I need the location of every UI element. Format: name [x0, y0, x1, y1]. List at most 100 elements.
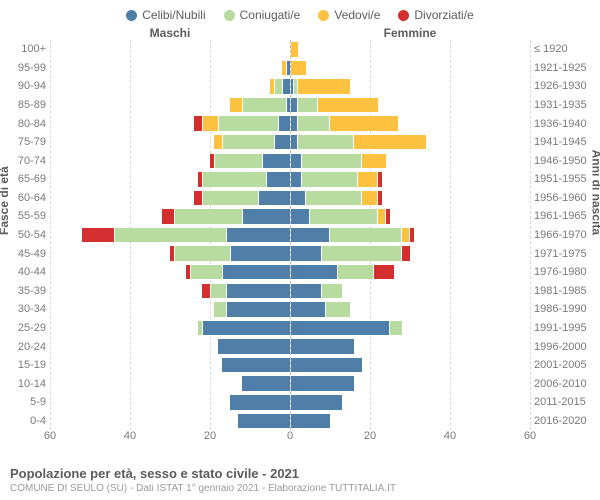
birth-label: 1936-1940	[530, 114, 600, 133]
bar-row	[50, 319, 530, 338]
male-bar	[50, 116, 290, 130]
male-bar	[50, 246, 290, 260]
male-bar	[50, 321, 290, 335]
bar-segment	[291, 172, 303, 186]
bar-segment	[298, 116, 330, 130]
chart-title: Popolazione per età, sesso e stato civil…	[10, 466, 396, 481]
bar-segment	[330, 228, 402, 242]
bar-segment	[402, 228, 410, 242]
bar-segment	[291, 358, 363, 372]
bar-segment	[310, 209, 378, 223]
birth-label: 1991-1995	[530, 319, 600, 338]
bar-row	[50, 412, 530, 431]
legend-item: Vedovi/e	[318, 8, 380, 22]
legend: Celibi/NubiliConiugati/eVedovi/eDivorzia…	[0, 0, 600, 26]
male-bar	[50, 339, 290, 353]
bar-segment	[230, 395, 290, 409]
bar-segment	[174, 246, 230, 260]
bar-segment	[291, 376, 355, 390]
bar-segment	[302, 172, 358, 186]
bar-row	[50, 133, 530, 152]
legend-swatch	[224, 10, 235, 21]
male-bar	[50, 209, 290, 223]
bar-segment	[362, 154, 386, 168]
male-bar	[50, 228, 290, 242]
bar-segment	[291, 42, 299, 56]
male-bar	[50, 154, 290, 168]
chart-footer: Popolazione per età, sesso e stato civil…	[10, 466, 396, 494]
bar-segment	[286, 61, 290, 75]
x-tick-label: 60	[44, 430, 56, 442]
column-headers: Maschi Femmine	[0, 26, 600, 40]
bar-segment	[286, 98, 290, 112]
age-label: 10-14	[0, 374, 50, 393]
bar-segment	[202, 116, 218, 130]
bar-segment	[291, 246, 323, 260]
male-bar	[50, 135, 290, 149]
bar-segment	[322, 284, 342, 298]
age-label: 15-19	[0, 356, 50, 375]
bar-segment	[226, 228, 290, 242]
birth-label: 2001-2005	[530, 356, 600, 375]
bar-segment	[298, 135, 354, 149]
birth-label: 1971-1975	[530, 244, 600, 263]
bar-row	[50, 282, 530, 301]
female-bar	[291, 172, 531, 186]
bar-row	[50, 337, 530, 356]
population-pyramid-chart: Celibi/NubiliConiugati/eVedovi/eDivorzia…	[0, 0, 600, 500]
bar-segment	[374, 265, 394, 279]
female-bar	[291, 228, 531, 242]
x-tick-label: 0	[287, 430, 293, 442]
bar-segment	[222, 265, 290, 279]
bar-segment	[291, 414, 331, 428]
bar-row	[50, 244, 530, 263]
female-bar	[291, 265, 531, 279]
bar-segment	[274, 79, 282, 93]
legend-item: Divorziati/e	[398, 8, 473, 22]
bar-segment	[326, 302, 350, 316]
bar-segment	[410, 228, 414, 242]
bars-area	[50, 40, 530, 430]
bar-row	[50, 300, 530, 319]
birth-label: 1986-1990	[530, 300, 600, 319]
male-bar	[50, 191, 290, 205]
bar-segment	[230, 246, 290, 260]
male-bar	[50, 358, 290, 372]
bar-segment	[230, 98, 242, 112]
female-bar	[291, 246, 531, 260]
bar-segment	[82, 228, 114, 242]
bar-segment	[242, 209, 290, 223]
chart-source: COMUNE DI SEULO (SU) - Dati ISTAT 1° gen…	[10, 483, 396, 494]
bar-row	[50, 393, 530, 412]
y-axis-left-title: Fasce di età	[0, 166, 11, 235]
bar-segment	[222, 135, 274, 149]
female-bar	[291, 339, 531, 353]
age-label: 90-94	[0, 77, 50, 96]
bar-segment	[291, 209, 311, 223]
male-bar	[50, 395, 290, 409]
header-male: Maschi	[50, 26, 290, 40]
bar-segment	[386, 209, 390, 223]
legend-label: Vedovi/e	[334, 8, 380, 22]
bar-segment	[202, 321, 290, 335]
bar-row	[50, 40, 530, 59]
male-bar	[50, 79, 290, 93]
bar-row	[50, 226, 530, 245]
bar-segment	[390, 321, 402, 335]
bar-row	[50, 263, 530, 282]
age-label: 95-99	[0, 59, 50, 78]
bar-segment	[278, 116, 290, 130]
age-label: 30-34	[0, 300, 50, 319]
bar-segment	[291, 321, 391, 335]
legend-swatch	[398, 10, 409, 21]
bar-segment	[194, 116, 202, 130]
female-bar	[291, 414, 531, 428]
bar-row	[50, 374, 530, 393]
bar-row	[50, 207, 530, 226]
female-bar	[291, 284, 531, 298]
female-bar	[291, 395, 531, 409]
x-tick-label: 20	[204, 430, 216, 442]
female-bar	[291, 116, 531, 130]
bar-segment	[291, 191, 307, 205]
female-bar	[291, 209, 531, 223]
